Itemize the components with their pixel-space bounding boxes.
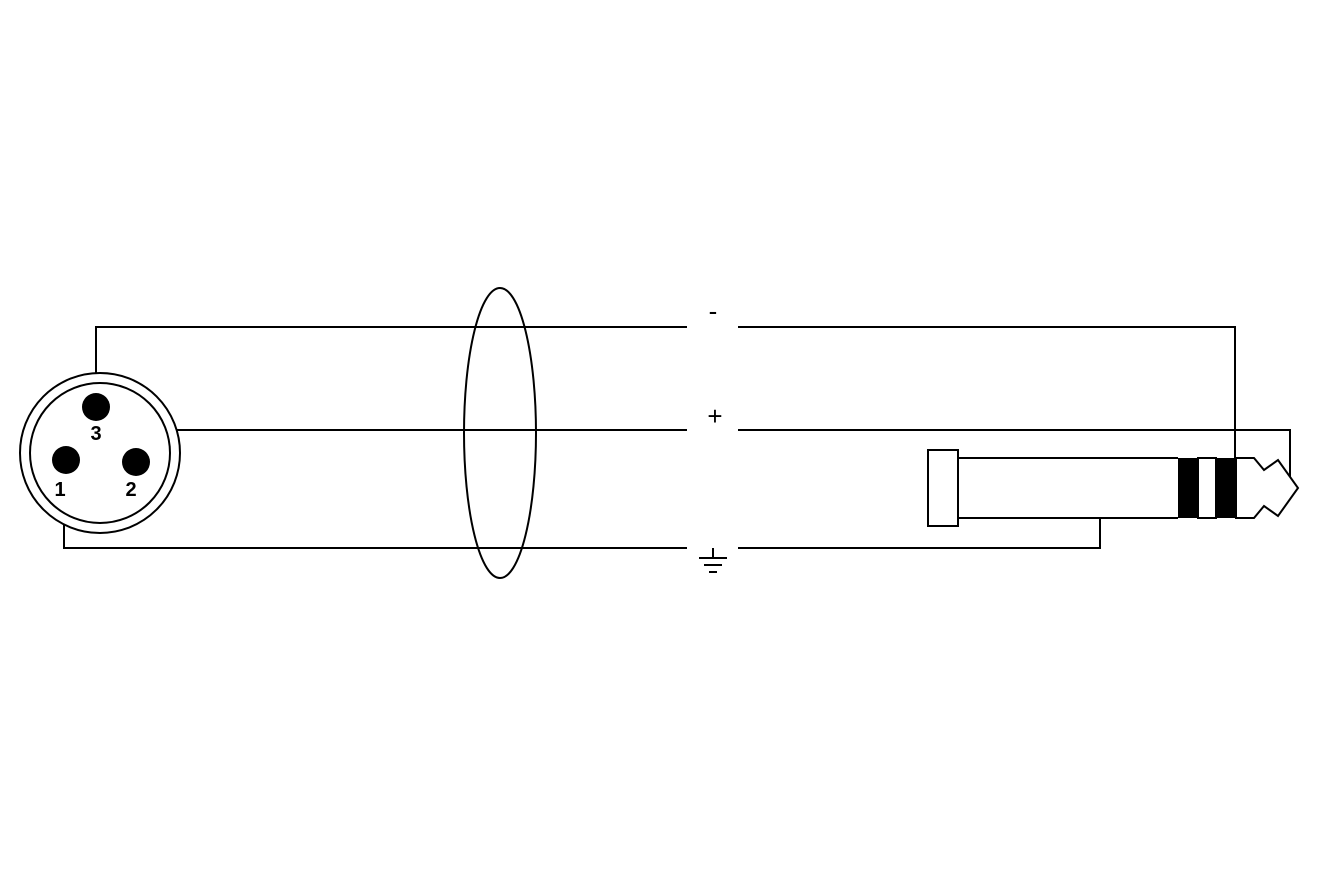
wire-minus-right — [738, 327, 1235, 458]
trs-insulator-2 — [1216, 458, 1236, 518]
xlr-pin-3 — [82, 393, 110, 421]
wire-plus-left — [138, 430, 687, 460]
wire-minus-left — [96, 327, 687, 405]
label-minus: - — [709, 296, 718, 326]
xlr-pin-1 — [52, 446, 80, 474]
trs-ring — [1198, 458, 1216, 518]
trs-sleeve — [958, 458, 1178, 518]
cable-wiring-diagram: 1 2 3 - + — [0, 0, 1324, 871]
xlr-pin-label-2: 2 — [125, 479, 136, 501]
label-plus: + — [707, 401, 722, 431]
wire-ground-right — [738, 518, 1100, 548]
trs-insulator-1 — [1178, 458, 1198, 518]
xlr-pin-2 — [122, 448, 150, 476]
xlr-pin-label-3: 3 — [90, 423, 101, 445]
trs-tip — [1236, 458, 1298, 518]
trs-collar — [928, 450, 958, 526]
cable-shield-ellipse — [464, 288, 536, 578]
xlr-pin-label-1: 1 — [54, 479, 65, 501]
